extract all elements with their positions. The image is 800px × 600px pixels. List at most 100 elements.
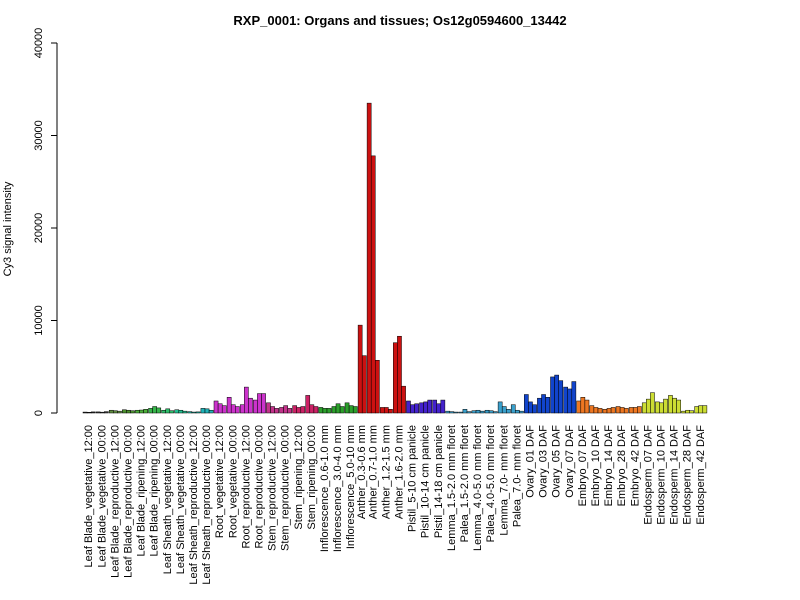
x-category-label: Anther_1.6-2.0 mm [393,425,405,519]
bar [135,409,140,414]
x-category-label: Lemma_1.5-2.0 mm floret [446,425,458,551]
bar [497,401,503,414]
x-category-label: Palea_7.0- mm floret [511,425,523,527]
bar [646,398,651,414]
bar [165,408,171,414]
bar [279,407,284,414]
x-category-label: Pistil_10-14 cm panicle [420,425,432,538]
bar [339,406,345,414]
bar [685,409,690,414]
x-category-label: Stem_ripening_00:00 [306,425,318,530]
bar [466,411,472,414]
bar [283,405,288,414]
bar [702,405,708,414]
bar [488,410,494,414]
bar [152,406,157,414]
bar [178,409,184,414]
x-category-label: Leaf Blade_vegetative_12:00 [83,425,95,568]
y-tick-label: 40000 [33,28,45,59]
bar [379,407,385,414]
y-axis-label: Cy3 signal intensity [2,181,14,276]
bar [519,410,524,414]
bar [331,406,337,414]
bar [506,409,511,414]
bar [698,405,704,414]
x-category-label: Anther_0.7-1.0 mm [367,425,379,519]
x-axis-labels: Leaf Blade_vegetative_12:00 Leaf Blade_ve… [83,425,707,585]
y-tick-label: 30000 [33,120,45,151]
x-category-label: Ovary_01 DAF [524,425,536,498]
bar [597,408,603,414]
x-category-label: Ovary_07 DAF [564,425,576,498]
bar [335,403,341,414]
bar [419,402,424,414]
x-category-label: Embryo_28 DAF [616,425,628,507]
bar [445,410,451,414]
bar [676,399,681,414]
bar [122,409,127,414]
bar [204,408,210,414]
bar [475,409,481,414]
chart-title: RXP_0001: Organs and tissues; Os12g05946… [233,13,566,28]
x-category-label: Leaf Blade_ripening_00:00 [149,425,161,557]
x-category-label: Leaf Sheath_reproductive_12:00 [188,425,200,585]
x-category-label: Lemma_7.0- mm floret [498,425,510,536]
bar [550,376,555,414]
bar [655,401,660,414]
bar [436,403,442,414]
x-category-label: Pistil_5-10 cm panicle [407,425,419,532]
bar [187,411,193,414]
bar [453,411,459,414]
bar [86,412,92,414]
bar [99,411,105,414]
bar [217,403,223,414]
bar [352,406,358,414]
bar [663,398,668,414]
x-category-label: Embryo_42 DAF [629,425,641,507]
bar [287,408,293,414]
bar [593,407,599,414]
bar [169,410,175,414]
bar [406,400,411,414]
bar [694,406,699,414]
bar [606,408,612,414]
x-category-label: Endosperm_14 DAF [669,425,681,525]
x-category-label: Stem_reproductive_12:00 [267,425,279,551]
bar [541,394,546,414]
bar [681,410,686,414]
x-category-label: Leaf Sheath_reproductive_00:00 [201,425,213,585]
bar [113,410,118,414]
bar [244,386,249,414]
x-category-label: Root_vegetative_12:00 [214,425,226,538]
bar [650,392,655,414]
bar [515,409,520,414]
bar [672,397,677,414]
bar [161,409,166,414]
bar [615,406,621,414]
y-tick-label: 20000 [33,213,45,244]
x-category-label: Leaf Sheath_vegetative_00:00 [175,425,187,574]
x-category-label: Endosperm_42 DAF [695,425,707,525]
bar [492,411,498,414]
bar [628,407,634,414]
x-category-label: Palea_4.0-5.0 mm floret [485,425,497,542]
bar [213,400,219,414]
bar [208,409,214,414]
bar [423,401,428,414]
bar [427,399,433,414]
bar [619,407,625,414]
bar [361,355,367,414]
bar [253,399,258,414]
x-category-label: Pistil_14-18 cm panicle [433,425,445,538]
bar [449,411,455,414]
bar [641,402,647,414]
bar [432,399,437,414]
bar [576,400,582,414]
bar [689,410,695,414]
bar [458,411,464,414]
x-category-label: Inflorescence_3.0-4.0 mm [332,425,344,552]
bar [410,404,415,414]
bar [266,402,271,414]
x-category-label: Endosperm_28 DAF [682,425,694,525]
